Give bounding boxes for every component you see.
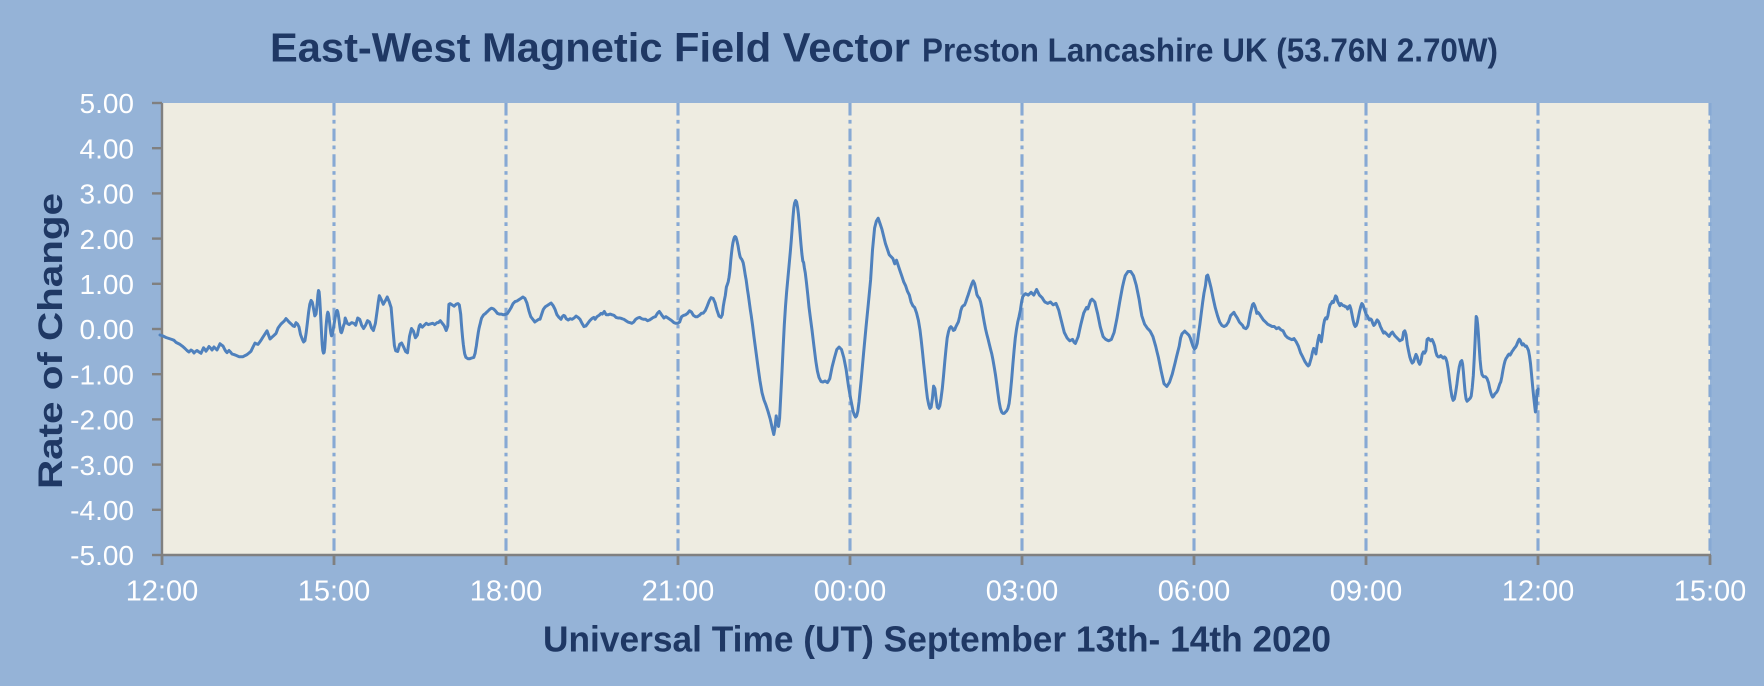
svg-text:21:00: 21:00: [642, 576, 715, 608]
svg-text:03:00: 03:00: [986, 576, 1059, 608]
svg-text:-1.00: -1.00: [70, 359, 134, 390]
svg-text:2.00: 2.00: [80, 224, 135, 255]
svg-text:-5.00: -5.00: [70, 540, 134, 571]
svg-text:09:00: 09:00: [1330, 576, 1403, 608]
svg-text:18:00: 18:00: [470, 576, 543, 608]
svg-text:12:00: 12:00: [126, 576, 199, 608]
svg-text:Universal Time (UT) September: Universal Time (UT) September 13th- 14th…: [543, 618, 1331, 659]
svg-text:12:00: 12:00: [1502, 576, 1575, 608]
svg-text:-3.00: -3.00: [70, 450, 134, 481]
svg-text:Preston Lancashire UK (53.76N: Preston Lancashire UK (53.76N 2.70W): [922, 31, 1498, 68]
svg-text:3.00: 3.00: [80, 179, 135, 210]
svg-text:-2.00: -2.00: [70, 405, 134, 436]
svg-text:5.00: 5.00: [80, 88, 135, 119]
svg-text:1.00: 1.00: [80, 269, 135, 300]
svg-text:0.00: 0.00: [80, 314, 135, 345]
svg-text:-4.00: -4.00: [70, 495, 134, 526]
svg-text:East-West Magnetic Field Vecto: East-West Magnetic Field Vector: [270, 24, 910, 70]
svg-text:00:00: 00:00: [814, 576, 887, 608]
svg-text:4.00: 4.00: [80, 133, 135, 164]
svg-text:15:00: 15:00: [1674, 576, 1747, 608]
svg-text:06:00: 06:00: [1158, 576, 1231, 608]
svg-text:Rate of Change: Rate of Change: [32, 193, 70, 489]
svg-text:15:00: 15:00: [298, 576, 371, 608]
